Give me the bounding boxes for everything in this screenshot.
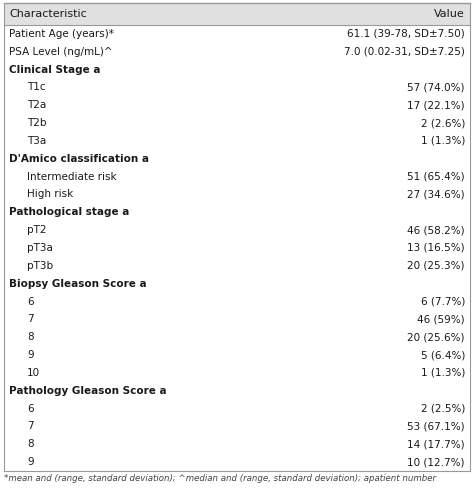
Text: Intermediate risk: Intermediate risk — [27, 172, 117, 182]
Text: T1c: T1c — [27, 83, 46, 93]
Text: PSA Level (ng/mL)^: PSA Level (ng/mL)^ — [9, 47, 113, 57]
Text: 7.0 (0.02-31, SD±7.25): 7.0 (0.02-31, SD±7.25) — [344, 47, 465, 57]
Text: 20 (25.3%): 20 (25.3%) — [408, 261, 465, 271]
Text: Biopsy Gleason Score a: Biopsy Gleason Score a — [9, 279, 146, 289]
Bar — [4, 364, 470, 382]
Text: High risk: High risk — [27, 190, 73, 199]
Text: 8: 8 — [27, 332, 34, 342]
Text: 10 (12.7%): 10 (12.7%) — [408, 457, 465, 467]
Bar — [4, 168, 470, 186]
Bar — [4, 61, 470, 79]
Text: 7: 7 — [27, 314, 34, 324]
Text: 61.1 (39-78, SD±7.50): 61.1 (39-78, SD±7.50) — [347, 29, 465, 39]
Text: pT3a: pT3a — [27, 243, 53, 253]
Bar — [4, 186, 470, 203]
Text: 1 (1.3%): 1 (1.3%) — [420, 136, 465, 146]
Text: Value: Value — [434, 9, 465, 19]
Bar — [4, 97, 470, 114]
Text: 17 (22.1%): 17 (22.1%) — [407, 100, 465, 110]
Bar — [4, 346, 470, 364]
Text: 9: 9 — [27, 350, 34, 360]
Text: Characteristic: Characteristic — [9, 9, 87, 19]
Bar — [4, 239, 470, 257]
Text: 27 (34.6%): 27 (34.6%) — [407, 190, 465, 199]
Bar — [4, 132, 470, 150]
Text: 6 (7.7%): 6 (7.7%) — [420, 297, 465, 306]
Bar — [4, 257, 470, 275]
Text: 1 (1.3%): 1 (1.3%) — [420, 368, 465, 378]
Text: T2b: T2b — [27, 118, 46, 128]
Bar — [4, 417, 470, 435]
Bar — [4, 310, 470, 328]
Text: 2 (2.6%): 2 (2.6%) — [420, 118, 465, 128]
Bar — [4, 435, 470, 453]
Text: 46 (58.2%): 46 (58.2%) — [407, 225, 465, 235]
Bar — [4, 203, 470, 221]
Text: *mean and (range, standard deviation); ^median and (range, standard deviation); : *mean and (range, standard deviation); ^… — [4, 474, 436, 483]
Bar — [4, 382, 470, 399]
Text: 46 (59%): 46 (59%) — [418, 314, 465, 324]
Text: 2 (2.5%): 2 (2.5%) — [420, 403, 465, 413]
Text: 9: 9 — [27, 457, 34, 467]
Bar — [4, 79, 470, 97]
Bar — [4, 150, 470, 168]
Text: 6: 6 — [27, 403, 34, 413]
Bar — [4, 3, 470, 25]
Bar — [4, 25, 470, 43]
Text: T2a: T2a — [27, 100, 46, 110]
Text: 13 (16.5%): 13 (16.5%) — [407, 243, 465, 253]
Text: T3a: T3a — [27, 136, 46, 146]
Bar — [4, 221, 470, 239]
Text: D'Amico classification a: D'Amico classification a — [9, 154, 149, 164]
Bar — [4, 453, 470, 471]
Bar — [4, 293, 470, 310]
Text: pT3b: pT3b — [27, 261, 53, 271]
Bar — [4, 275, 470, 293]
Text: 6: 6 — [27, 297, 34, 306]
Text: 53 (67.1%): 53 (67.1%) — [407, 421, 465, 432]
Bar — [4, 43, 470, 61]
Text: 8: 8 — [27, 439, 34, 449]
Text: 10: 10 — [27, 368, 40, 378]
Text: 51 (65.4%): 51 (65.4%) — [407, 172, 465, 182]
Text: 20 (25.6%): 20 (25.6%) — [408, 332, 465, 342]
Text: pT2: pT2 — [27, 225, 46, 235]
Text: Patient Age (years)*: Patient Age (years)* — [9, 29, 114, 39]
Text: Pathological stage a: Pathological stage a — [9, 207, 129, 217]
Text: 14 (17.7%): 14 (17.7%) — [407, 439, 465, 449]
Text: 5 (6.4%): 5 (6.4%) — [420, 350, 465, 360]
Text: 57 (74.0%): 57 (74.0%) — [408, 83, 465, 93]
Text: Pathology Gleason Score a: Pathology Gleason Score a — [9, 386, 167, 396]
Bar — [4, 328, 470, 346]
Text: 7: 7 — [27, 421, 34, 432]
Text: Clinical Stage a: Clinical Stage a — [9, 65, 100, 75]
Bar — [4, 114, 470, 132]
Bar — [4, 399, 470, 417]
